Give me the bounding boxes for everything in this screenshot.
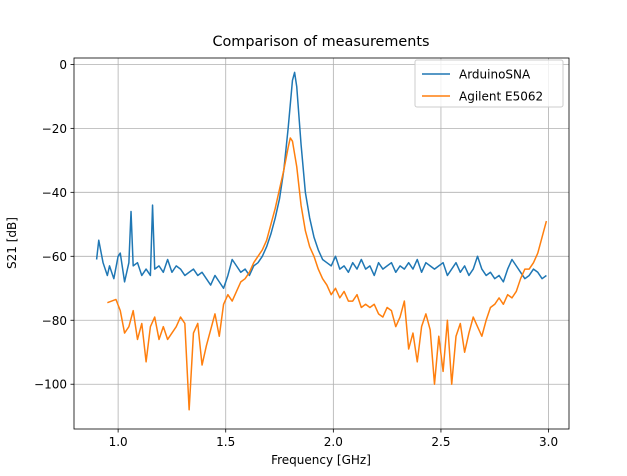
y-axis-label: S21 [dB] [5, 217, 19, 269]
y-tick-label: 0 [59, 58, 67, 72]
plot-frame [73, 57, 570, 430]
data-line [107, 137, 548, 411]
y-tick-label: −20 [42, 122, 67, 136]
chart-title: Comparison of measurements [212, 34, 429, 50]
legend: ArduinoSNA Agilent E5062 [414, 59, 564, 108]
x-tick-label: 3.0 [539, 435, 558, 449]
x-tick-label: 2.5 [431, 435, 450, 449]
x-tick-label: 1.5 [216, 435, 235, 449]
y-tick-label: −40 [42, 186, 67, 200]
x-axis-label: Frequency [GHz] [271, 453, 371, 467]
legend-label: ArduinoSNA [459, 68, 531, 82]
data-line [95, 71, 547, 290]
y-tick-label: −100 [34, 378, 67, 392]
x-tick-label: 2.0 [324, 435, 343, 449]
y-tick-label: −60 [42, 250, 67, 264]
y-tick-label: −80 [42, 314, 67, 328]
x-tick-label: 1.0 [109, 435, 128, 449]
legend-label: Agilent E5062 [459, 90, 543, 104]
legend-box [414, 59, 564, 108]
